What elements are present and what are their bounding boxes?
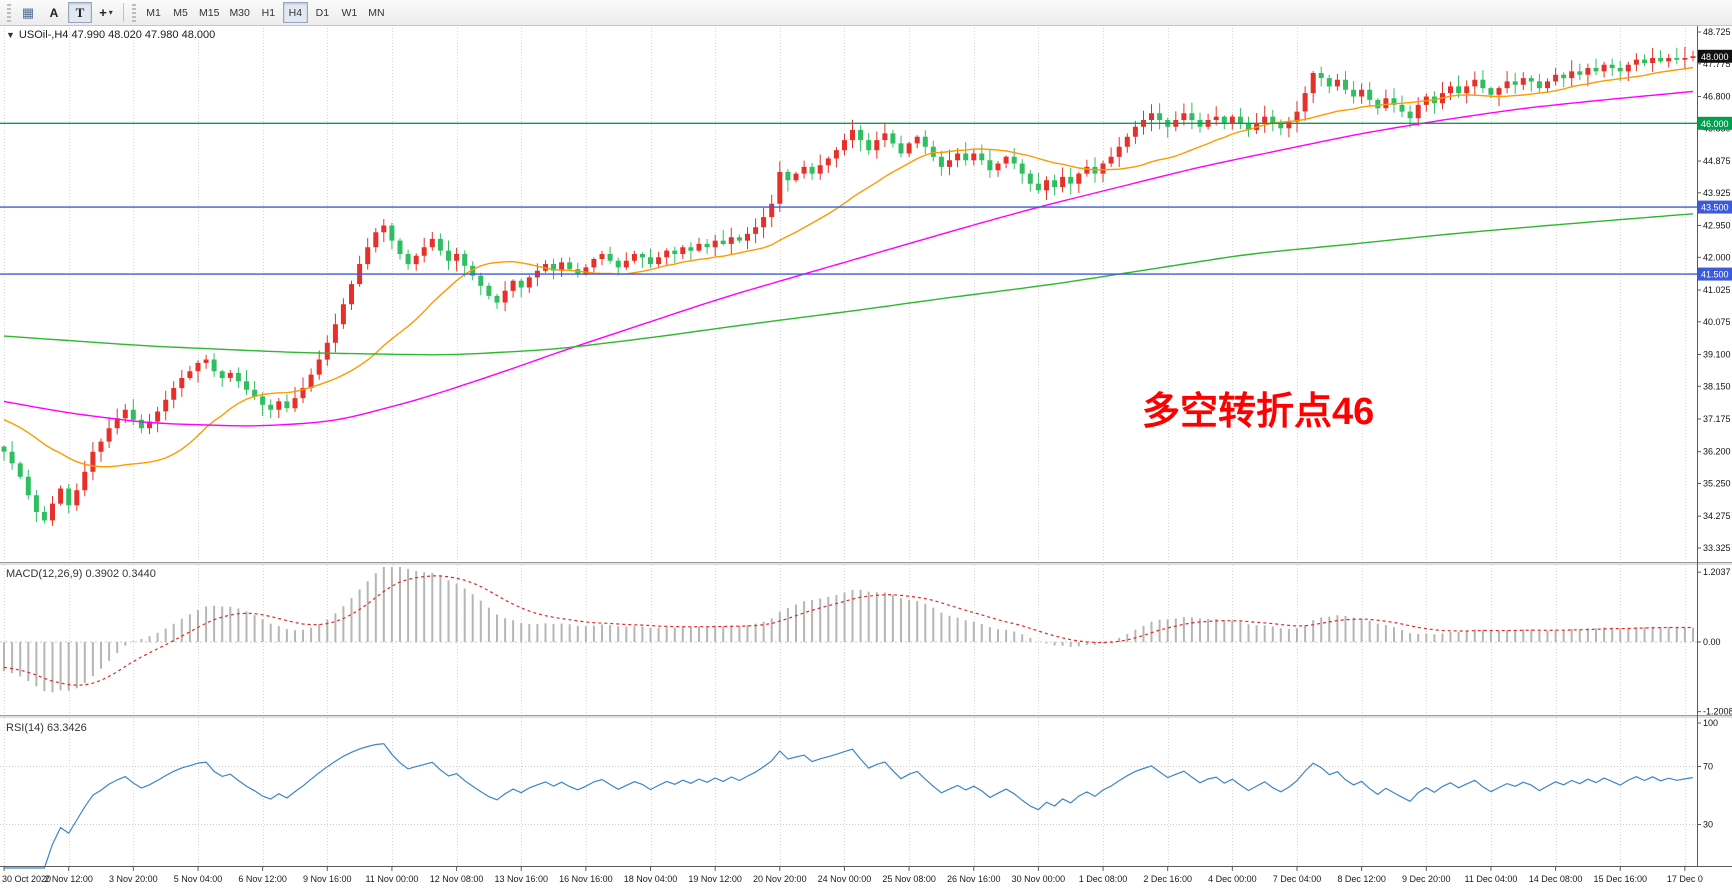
- toolbar-separator: [123, 3, 124, 22]
- timeframe-button-h1[interactable]: H1: [256, 2, 281, 23]
- time-axis-label: 16 Nov 16:00: [559, 874, 613, 884]
- time-axis-label: 2 Dec 16:00: [1143, 874, 1192, 884]
- chart-background: [0, 26, 1732, 895]
- time-axis-label: 25 Nov 08:00: [882, 874, 936, 884]
- price-axis-label: 46.800: [1703, 92, 1731, 102]
- chevron-down-icon: ▾: [108, 8, 113, 17]
- price-axis-label: 47.775: [1703, 59, 1731, 69]
- timeframe-button-m30[interactable]: M30: [225, 2, 253, 23]
- text-tool-button[interactable]: T: [68, 2, 92, 23]
- time-axis-label: 15 Dec 16:00: [1593, 874, 1647, 884]
- time-axis-label: 12 Nov 08:00: [430, 874, 484, 884]
- timeframe-button-m5[interactable]: M5: [168, 2, 193, 23]
- ma-mid-line: [3, 90, 1694, 427]
- time-axis-label: 8 Dec 12:00: [1337, 874, 1386, 884]
- time-axis-label: 3 Nov 20:00: [109, 874, 158, 884]
- text-label-tool-button[interactable]: A: [42, 2, 66, 23]
- time-axis-label: 9 Dec 20:00: [1402, 874, 1451, 884]
- price-axis-label: 40.075: [1703, 317, 1731, 327]
- time-axis-label: 11 Nov 00:00: [365, 874, 418, 884]
- timeframe-toolbar: M1 M5 M15 M30 H1 H4 D1 W1 MN: [140, 2, 390, 23]
- price-axis-label: 43.925: [1703, 188, 1731, 198]
- svg-text:43.500: 43.500: [1701, 203, 1729, 213]
- time-axis-label: 19 Nov 12:00: [688, 874, 742, 884]
- time-scale[interactable]: [0, 867, 1732, 895]
- price-badge-48.000: 48.000: [1698, 49, 1732, 63]
- panel-splitter[interactable]: [0, 562, 1732, 565]
- crosshair-icon: +: [99, 5, 107, 20]
- crosshair-tool-button[interactable]: + ▾: [94, 2, 118, 23]
- time-axis-label: 9 Nov 16:00: [303, 874, 352, 884]
- time-axis-label: 30 Oct 2020: [2, 874, 51, 884]
- toolbar: ▦ A T + ▾ M1 M5 M15 M30 H1 H4 D1 W1 MN: [0, 0, 1732, 26]
- time-axis-label: 24 Nov 00:00: [818, 874, 872, 884]
- price-badge-41.500: 41.500: [1698, 267, 1732, 281]
- price-axis-label: 33.325: [1703, 543, 1731, 553]
- time-axis-label: 14 Dec 08:00: [1529, 874, 1583, 884]
- time-axis-label: 11 Dec 04:00: [1464, 874, 1517, 884]
- chart-grid-button[interactable]: ▦: [16, 2, 40, 23]
- time-axis-label: 30 Nov 00:00: [1012, 874, 1066, 884]
- timeframe-button-w1[interactable]: W1: [337, 2, 362, 23]
- time-axis-label: 13 Nov 16:00: [494, 874, 548, 884]
- price-axis-label: 41.025: [1703, 285, 1731, 295]
- price-badge-46.000: 46.000: [1698, 116, 1732, 130]
- price-axis-label: 42.950: [1703, 221, 1731, 231]
- rsi-axis-label: 70: [1703, 762, 1713, 772]
- one-click-trading-toggle[interactable]: ▼: [6, 30, 15, 40]
- time-axis-label: 4 Dec 00:00: [1208, 874, 1257, 884]
- price-axis-label: 42.000: [1703, 252, 1731, 262]
- price-axis-label: 38.150: [1703, 381, 1731, 391]
- time-axis-label: 20 Nov 20:00: [753, 874, 807, 884]
- macd-signal-line: [3, 575, 1693, 686]
- time-axis-label: 17 Dec 0: [1667, 874, 1703, 884]
- svg-text:41.500: 41.500: [1701, 270, 1729, 280]
- rsi-axis: 100 70 30: [1697, 718, 1718, 830]
- panel-splitter[interactable]: [0, 715, 1732, 718]
- chart-grid-icon: ▦: [21, 5, 35, 20]
- time-axis-label: 5 Nov 04:00: [174, 874, 223, 884]
- chart-canvas[interactable]: 48.72547.77546.80045.85044.87543.92542.9…: [0, 26, 1732, 895]
- macd-axis-label: 1.2037: [1703, 567, 1731, 577]
- timeframe-button-m1[interactable]: M1: [141, 2, 166, 23]
- price-axis-label: 34.275: [1703, 511, 1731, 521]
- ma-slow-line: [3, 213, 1694, 356]
- price-axis-label: 39.100: [1703, 350, 1731, 360]
- svg-text:46.000: 46.000: [1701, 119, 1729, 129]
- price-scale[interactable]: [1698, 26, 1732, 867]
- price-axis-label: 48.725: [1703, 27, 1731, 37]
- timeframe-button-mn[interactable]: MN: [364, 2, 389, 23]
- timeframe-button-d1[interactable]: D1: [310, 2, 335, 23]
- price-axis-label: 44.875: [1703, 156, 1731, 166]
- time-axis-label: 6 Nov 12:00: [238, 874, 287, 884]
- toolbar-drag-handle[interactable]: [7, 3, 11, 22]
- price-axis-label: 37.175: [1703, 414, 1731, 424]
- svg-text:48.000: 48.000: [1701, 52, 1729, 62]
- ma-fast-line: [3, 66, 1694, 468]
- time-axis-label: 26 Nov 16:00: [947, 874, 1001, 884]
- toolbar-drag-handle[interactable]: [132, 3, 136, 22]
- price-axis-label: 36.200: [1703, 447, 1731, 457]
- rsi-axis-label: 100: [1703, 718, 1718, 728]
- timeframe-button-h4[interactable]: H4: [282, 2, 308, 23]
- timeframe-button-m15[interactable]: M15: [195, 2, 223, 23]
- time-axis-label: 18 Nov 04:00: [624, 874, 678, 884]
- text-tool-t-icon: T: [75, 4, 85, 20]
- rsi-line: [4, 743, 1694, 869]
- chart-window: 48.72547.77546.80045.85044.87543.92542.9…: [0, 26, 1732, 895]
- macd-histogram: [3, 567, 1694, 693]
- price-badge-43.500: 43.500: [1698, 200, 1732, 214]
- price-axis-label: 35.250: [1703, 479, 1731, 489]
- macd-axis: 1.2037 0.00 -1.2008: [1697, 567, 1732, 717]
- rsi-axis-label: 30: [1703, 820, 1713, 830]
- macd-axis-label: 0.00: [1703, 637, 1721, 647]
- time-axis-label: 2 Nov 12:00: [44, 874, 93, 884]
- text-label-a-icon: A: [49, 5, 59, 20]
- macd-axis-label: -1.2008: [1703, 707, 1732, 717]
- time-axis-label: 1 Dec 08:00: [1079, 874, 1128, 884]
- time-axis-label: 7 Dec 04:00: [1273, 874, 1322, 884]
